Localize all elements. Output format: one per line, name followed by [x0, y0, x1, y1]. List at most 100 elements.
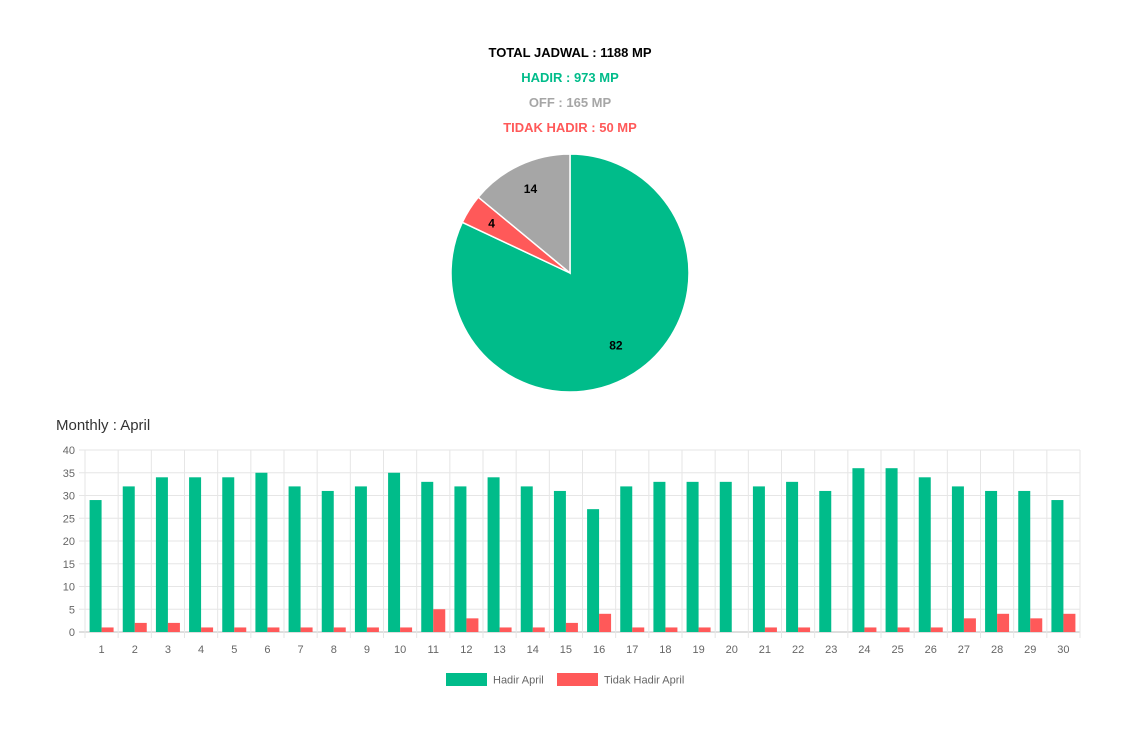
bar-hadir — [89, 500, 102, 632]
monthly-title: Monthly : April — [56, 417, 151, 434]
x-tick-label: 19 — [692, 644, 704, 656]
bar-tidak-hadir — [963, 618, 976, 632]
bar-hadir — [752, 486, 765, 632]
bar-hadir — [321, 490, 334, 632]
bar-hadir — [553, 490, 566, 632]
bar-tidak-hadir — [201, 627, 214, 632]
bar-tidak-hadir — [167, 622, 180, 632]
bar-tidak-hadir — [532, 627, 545, 632]
x-tick-label: 23 — [825, 644, 837, 656]
legend-label-hadir[interactable]: Hadir April — [493, 675, 544, 687]
x-tick-label: 12 — [460, 644, 472, 656]
bar-tidak-hadir — [499, 627, 512, 632]
bar-hadir — [354, 486, 367, 632]
x-tick-label: 29 — [1024, 644, 1036, 656]
x-tick-label: 3 — [165, 644, 171, 656]
bar-tidak-hadir — [798, 627, 811, 632]
bar-hadir — [1051, 500, 1064, 632]
x-tick-label: 25 — [891, 644, 903, 656]
y-tick-label: 35 — [63, 468, 75, 480]
bar-tidak-hadir — [1030, 618, 1043, 632]
bar-tidak-hadir — [565, 622, 578, 632]
y-tick-label: 30 — [63, 491, 75, 503]
y-tick-label: 40 — [63, 445, 75, 457]
y-tick-label: 25 — [63, 513, 75, 525]
x-tick-label: 30 — [1057, 644, 1069, 656]
attendance-summary: TOTAL JADWAL : 1188 MP HADIR : 973 MP OF… — [0, 40, 1140, 140]
pie-slice-hadir — [450, 153, 690, 393]
bar-tidak-hadir — [234, 627, 247, 632]
bar-tidak-hadir — [764, 627, 777, 632]
bar-tidak-hadir — [997, 613, 1010, 632]
x-tick-label: 16 — [593, 644, 605, 656]
bar-hadir — [520, 486, 533, 632]
x-tick-label: 13 — [493, 644, 505, 656]
y-tick-label: 10 — [63, 582, 75, 594]
bar-tidak-hadir — [665, 627, 678, 632]
bar-tidak-hadir — [267, 627, 280, 632]
bar-tidak-hadir — [698, 627, 711, 632]
bar-hadir — [951, 486, 964, 632]
bar-tidak-hadir — [897, 627, 910, 632]
bar-hadir — [222, 477, 235, 632]
bar-hadir — [719, 481, 732, 632]
x-tick-label: 5 — [231, 644, 237, 656]
present-label: HADIR : 973 MP — [521, 70, 619, 85]
bar-tidak-hadir — [466, 618, 479, 632]
total-schedule-label: TOTAL JADWAL : 1188 MP — [488, 45, 652, 60]
pie-slice-value-label: 82 — [609, 338, 623, 352]
x-tick-label: 9 — [364, 644, 370, 656]
x-tick-label: 8 — [331, 644, 337, 656]
x-tick-label: 7 — [298, 644, 304, 656]
pie-slice-value-label: 4 — [488, 216, 495, 230]
x-tick-label: 20 — [726, 644, 738, 656]
bar-hadir — [587, 509, 600, 632]
bar-hadir — [620, 486, 633, 632]
bar-tidak-hadir — [1063, 613, 1076, 632]
bar-tidak-hadir — [101, 627, 114, 632]
bar-tidak-hadir — [366, 627, 379, 632]
bar-hadir — [852, 468, 865, 632]
legend-swatch-tidak-hadir[interactable] — [557, 673, 598, 686]
x-tick-label: 15 — [560, 644, 572, 656]
bar-hadir — [421, 481, 434, 632]
absent-label: TIDAK HADIR : 50 MP — [503, 120, 637, 135]
bar-hadir — [786, 481, 799, 632]
bar-hadir — [155, 477, 168, 632]
bar-tidak-hadir — [632, 627, 645, 632]
bar-hadir — [1018, 490, 1031, 632]
bar-tidak-hadir — [300, 627, 313, 632]
bar-hadir — [122, 486, 135, 632]
x-tick-label: 14 — [527, 644, 539, 656]
x-tick-label: 6 — [264, 644, 270, 656]
x-tick-label: 1 — [99, 644, 105, 656]
x-tick-label: 4 — [198, 644, 204, 656]
legend-label-tidak-hadir[interactable]: Tidak Hadir April — [604, 675, 684, 687]
x-tick-label: 18 — [659, 644, 671, 656]
x-tick-label: 2 — [132, 644, 138, 656]
x-tick-label: 21 — [759, 644, 771, 656]
bar-tidak-hadir — [333, 627, 346, 632]
bar-tidak-hadir — [400, 627, 413, 632]
bar-hadir — [189, 477, 202, 632]
bar-hadir — [918, 477, 931, 632]
bar-tidak-hadir — [433, 609, 446, 632]
bar-tidak-hadir — [134, 622, 147, 632]
bar-hadir — [454, 486, 467, 632]
bar-hadir — [288, 486, 301, 632]
x-tick-label: 11 — [428, 644, 439, 656]
bar-tidak-hadir — [930, 627, 943, 632]
legend-swatch-hadir[interactable] — [446, 673, 487, 686]
bar-hadir — [653, 481, 666, 632]
pie-slice-value-label: 14 — [524, 182, 538, 196]
y-tick-label: 20 — [63, 536, 75, 548]
pie-slice-off — [477, 153, 571, 275]
x-tick-label: 28 — [991, 644, 1003, 656]
bar-hadir — [686, 481, 699, 632]
x-tick-label: 10 — [394, 644, 406, 656]
attendance-pie-chart: 82 4 14 — [450, 153, 690, 393]
x-tick-label: 17 — [626, 644, 638, 656]
x-tick-label: 26 — [925, 644, 937, 656]
bar-hadir — [255, 472, 268, 632]
